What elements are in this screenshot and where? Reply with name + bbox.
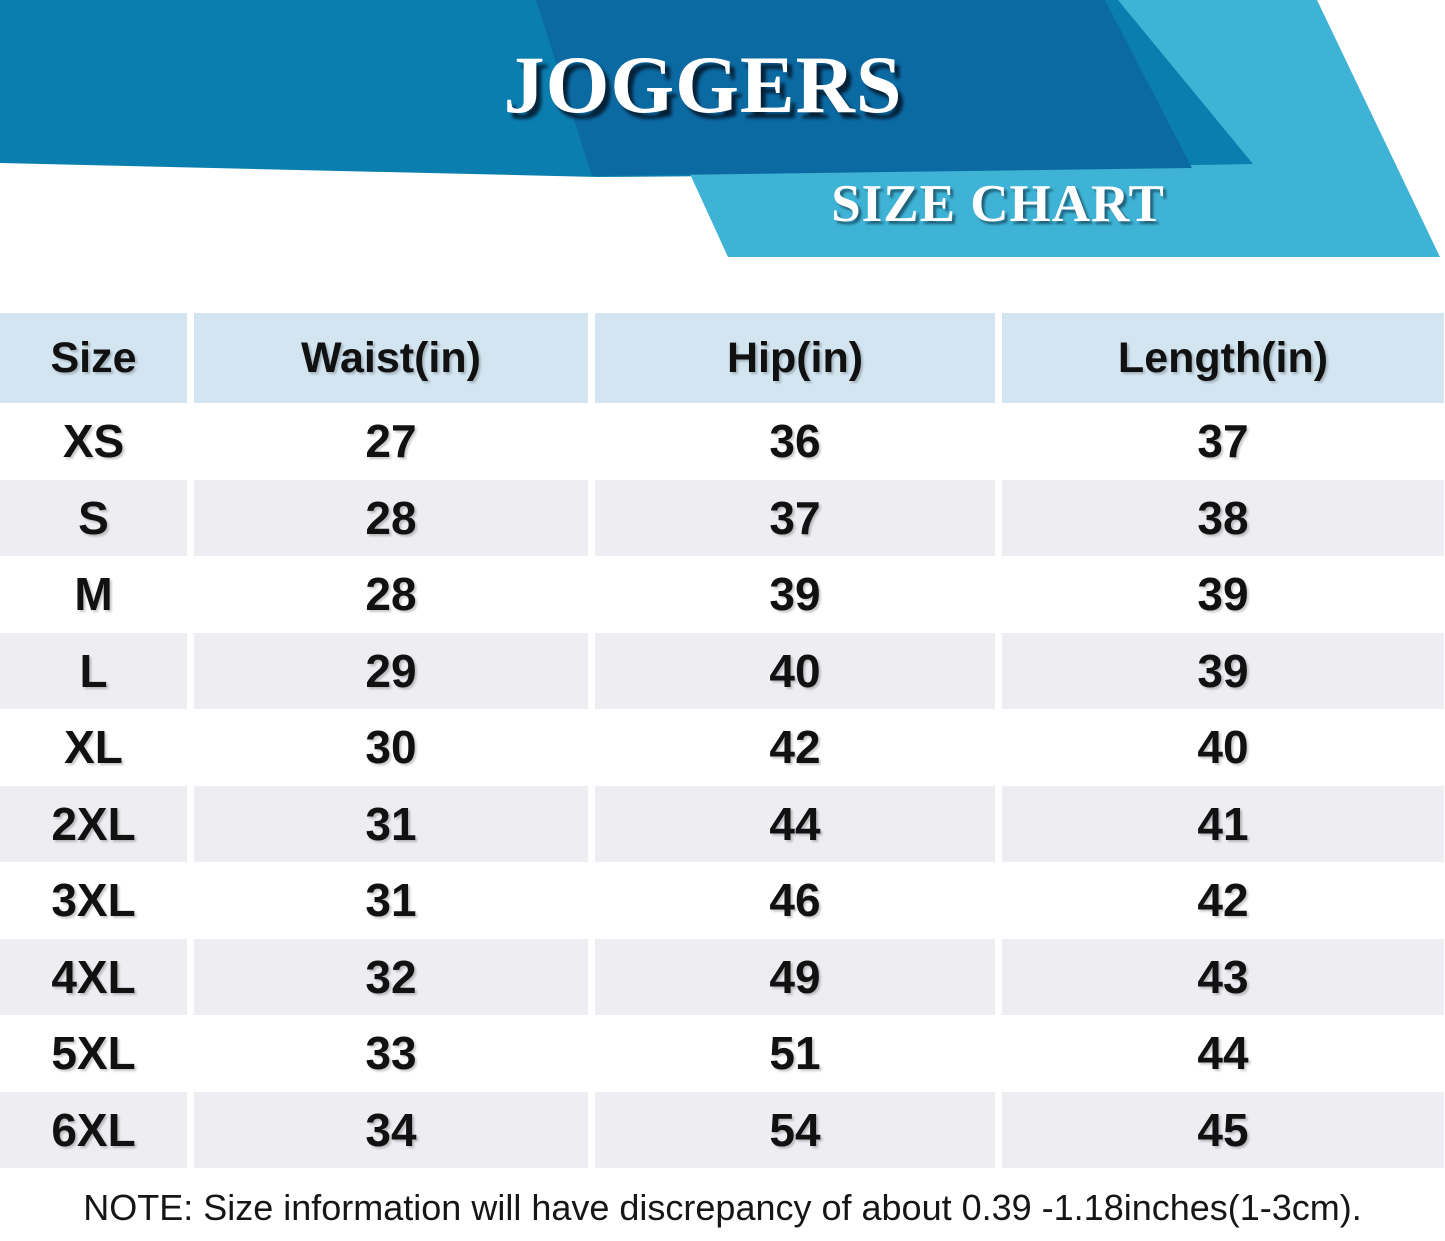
cell-hip: 51 xyxy=(595,1015,995,1092)
cell-length: 43 xyxy=(1002,938,1444,1015)
cell-waist: 28 xyxy=(194,479,588,556)
row-label-size: L xyxy=(0,632,187,709)
cell-length: 37 xyxy=(1002,403,1444,480)
row-label-size: M xyxy=(0,556,187,633)
cell-waist: 32 xyxy=(194,938,588,1015)
column-header-size: Size xyxy=(0,313,187,403)
column-header-hip: Hip(in) xyxy=(595,313,995,403)
column-header-waist: Waist(in) xyxy=(194,313,588,403)
cell-hip: 49 xyxy=(595,938,995,1015)
cell-length: 44 xyxy=(1002,1015,1444,1092)
row-label-size: 3XL xyxy=(0,862,187,939)
cell-hip: 37 xyxy=(595,479,995,556)
banner-dark-shape xyxy=(536,0,1192,176)
row-label-size: S xyxy=(0,479,187,556)
cell-hip: 44 xyxy=(595,785,995,862)
cell-hip: 42 xyxy=(595,709,995,786)
cell-hip: 39 xyxy=(595,556,995,633)
cell-length: 45 xyxy=(1002,1091,1444,1168)
cell-hip: 46 xyxy=(595,862,995,939)
row-label-size: XL xyxy=(0,709,187,786)
cell-hip: 54 xyxy=(595,1091,995,1168)
cell-length: 39 xyxy=(1002,556,1444,633)
row-label-size: 4XL xyxy=(0,938,187,1015)
row-label-size: 5XL xyxy=(0,1015,187,1092)
cell-length: 41 xyxy=(1002,785,1444,862)
cell-waist: 31 xyxy=(194,785,588,862)
banner-graphic xyxy=(0,0,1440,257)
banner-light-shape xyxy=(690,0,1440,257)
cell-length: 39 xyxy=(1002,632,1444,709)
note-text: NOTE: Size information will have discrep… xyxy=(83,1187,1362,1228)
cell-hip: 36 xyxy=(595,403,995,480)
cell-waist: 30 xyxy=(194,709,588,786)
cell-length: 40 xyxy=(1002,709,1444,786)
cell-length: 38 xyxy=(1002,479,1444,556)
cell-waist: 34 xyxy=(194,1091,588,1168)
banner-title: JOGGERS xyxy=(503,39,903,130)
cell-waist: 28 xyxy=(194,556,588,633)
size-chart-table: Size Waist(in) Hip(in) Length(in) XS 27 … xyxy=(0,313,1445,1168)
banner-subtitle: SIZE CHART xyxy=(831,175,1165,233)
cell-waist: 33 xyxy=(194,1015,588,1092)
cell-waist: 27 xyxy=(194,403,588,480)
row-label-size: 2XL xyxy=(0,785,187,862)
cell-waist: 29 xyxy=(194,632,588,709)
cell-waist: 31 xyxy=(194,862,588,939)
cell-length: 42 xyxy=(1002,862,1444,939)
row-label-size: XS xyxy=(0,403,187,480)
cell-hip: 40 xyxy=(595,632,995,709)
column-header-length: Length(in) xyxy=(1002,313,1444,403)
row-label-size: 6XL xyxy=(0,1091,187,1168)
